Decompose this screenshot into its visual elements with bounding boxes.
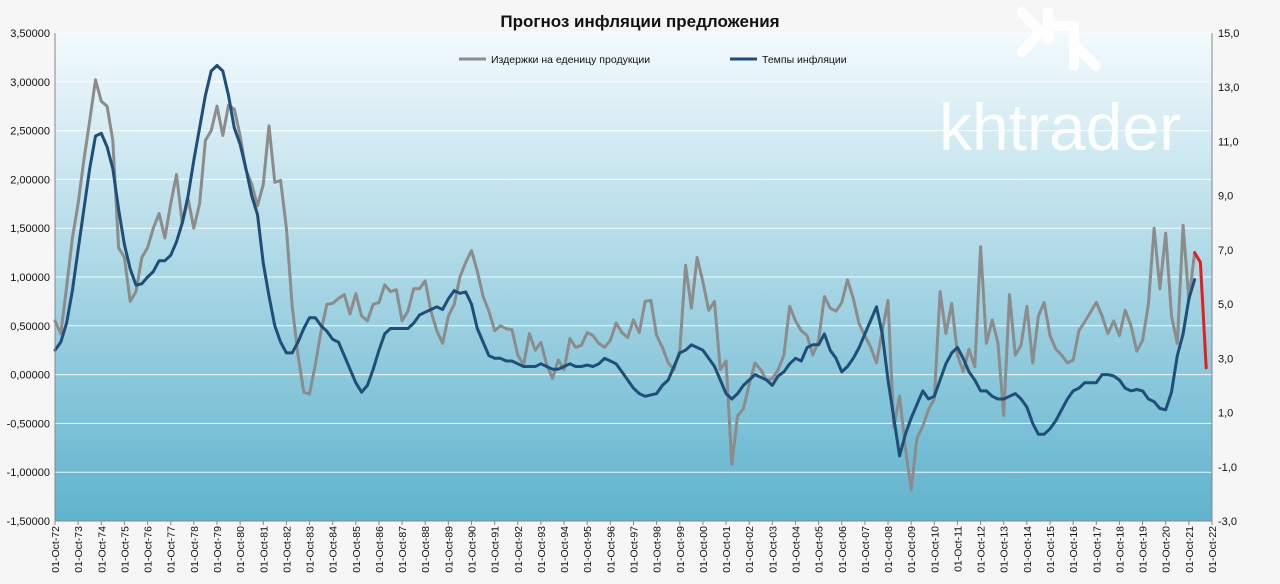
x-tick-label: 01-Oct-87 <box>397 526 409 573</box>
x-tick-label: 01-Oct-76 <box>143 526 155 573</box>
x-tick-label: 01-Oct-81 <box>258 526 270 573</box>
x-tick-label: 01-Oct-08 <box>883 526 895 573</box>
x-tick-label: 01-Oct-01 <box>721 526 733 573</box>
x-tick-label: 01-Oct-02 <box>744 526 756 573</box>
logo-mark-right <box>1043 7 1101 71</box>
x-tick-label: 01-Oct-96 <box>605 526 617 573</box>
logo-mark-left <box>1017 7 1045 57</box>
x-tick-label: 01-Oct-03 <box>767 526 779 573</box>
y-left-tick-label: -1,50000 <box>7 516 50 528</box>
x-tick-label: 01-Oct-00 <box>698 526 710 573</box>
x-tick-label: 01-Oct-88 <box>420 526 432 573</box>
x-tick-label: 01-Oct-95 <box>582 526 594 573</box>
x-tick-label: 01-Oct-99 <box>675 526 687 573</box>
x-tick-label: 01-Oct-17 <box>1091 526 1103 573</box>
x-tick-label: 01-Oct-04 <box>790 526 802 573</box>
legend-label-inflation: Темпы инфляции <box>762 54 847 66</box>
y-right-tick-label: 9,0 <box>1218 191 1233 203</box>
y-left-tick-label: 3,50000 <box>10 28 50 40</box>
x-tick-label: 01-Oct-05 <box>814 526 826 573</box>
x-tick-label: 01-Oct-14 <box>1022 526 1034 573</box>
y-right-tick-label: 15,0 <box>1218 28 1239 40</box>
x-tick-label: 01-Oct-09 <box>906 526 918 573</box>
x-tick-label: 01-Oct-93 <box>536 526 548 573</box>
legend-label-unit-cost: Издержки на еденицу продукции <box>491 54 650 66</box>
x-tick-label: 01-Oct-98 <box>652 526 664 573</box>
y-left-tick-label: -1,00000 <box>7 467 50 479</box>
x-tick-label: 01-Oct-22 <box>1207 526 1219 573</box>
x-tick-label: 01-Oct-13 <box>999 526 1011 573</box>
y-left-tick-label: 1,50000 <box>10 223 50 235</box>
chart-title: Прогноз инфляции предложения <box>500 12 779 31</box>
x-tick-label: 01-Oct-97 <box>629 526 641 573</box>
x-tick-label: 01-Oct-82 <box>281 526 293 573</box>
x-tick-label: 01-Oct-15 <box>1045 526 1057 573</box>
y-right-tick-label: 5,0 <box>1218 299 1233 311</box>
y-right-tick-label: 7,0 <box>1218 245 1233 257</box>
x-tick-label: 01-Oct-79 <box>212 526 224 573</box>
x-tick-label: 01-Oct-84 <box>328 526 340 573</box>
x-tick-label: 01-Oct-75 <box>119 526 131 573</box>
y-left-tick-label: 0,00000 <box>10 370 50 382</box>
x-tick-label: 01-Oct-20 <box>1161 526 1173 573</box>
x-tick-label: 01-Oct-90 <box>467 526 479 573</box>
x-tick-label: 01-Oct-78 <box>189 526 201 573</box>
x-tick-label: 01-Oct-91 <box>490 526 502 573</box>
y-left-tick-label: -0,50000 <box>7 418 50 430</box>
y-left-tick-label: 1,00000 <box>10 272 50 284</box>
y-right-tick-label: -1,0 <box>1218 462 1237 474</box>
y-right-tick-label: 1,0 <box>1218 408 1233 420</box>
khtrader-logo: khtrader <box>939 7 1181 164</box>
y-right-tick-label: 13,0 <box>1218 82 1239 94</box>
x-tick-label: 01-Oct-94 <box>559 526 571 573</box>
x-tick-label: 01-Oct-89 <box>443 526 455 573</box>
y-left-tick-label: 2,00000 <box>10 174 50 186</box>
series-lines <box>53 64 1208 492</box>
y-left-tick-label: 3,00000 <box>10 77 50 89</box>
x-tick-label: 01-Oct-11 <box>952 526 964 572</box>
x-tick-label: 01-Oct-21 <box>1184 526 1196 573</box>
y-right-tick-label: 3,0 <box>1218 353 1233 365</box>
x-tick-label: 01-Oct-12 <box>976 526 988 573</box>
legend: Издержки на еденицу продукции Темпы инфл… <box>459 54 847 66</box>
y-left-tick-label: 2,50000 <box>10 126 50 138</box>
x-tick-label: 01-Oct-74 <box>96 526 108 573</box>
x-tick-label: 01-Oct-83 <box>305 526 317 573</box>
forecast-line <box>1193 251 1208 370</box>
x-tick-label: 01-Oct-73 <box>73 526 85 573</box>
x-tick-label: 01-Oct-92 <box>513 526 525 573</box>
x-tick-label: 01-Oct-85 <box>351 526 363 573</box>
x-tick-label: 01-Oct-72 <box>50 526 62 573</box>
x-tick-label: 01-Oct-19 <box>1138 526 1150 573</box>
axes: 3,50000 3,00000 2,50000 2,00000 1,50000 1,000… <box>7 28 1240 573</box>
inflation-line <box>53 64 1197 458</box>
x-tick-label: 01-Oct-10 <box>929 526 941 573</box>
y-right-tick-label: -3,0 <box>1218 516 1237 528</box>
x-tick-label: 01-Oct-06 <box>837 526 849 573</box>
x-tick-label: 01-Oct-16 <box>1068 526 1080 573</box>
x-tick-label: 01-Oct-18 <box>1114 526 1126 573</box>
y-left-tick-label: 0,50000 <box>10 321 50 333</box>
x-tick-label: 01-Oct-86 <box>374 526 386 573</box>
x-tick-label: 01-Oct-07 <box>860 526 872 573</box>
x-tick-label: 01-Oct-77 <box>166 526 178 573</box>
watermark-text: khtrader <box>939 90 1181 164</box>
x-tick-label: 01-Oct-80 <box>235 526 247 573</box>
y-right-tick-label: 11,0 <box>1218 136 1239 148</box>
